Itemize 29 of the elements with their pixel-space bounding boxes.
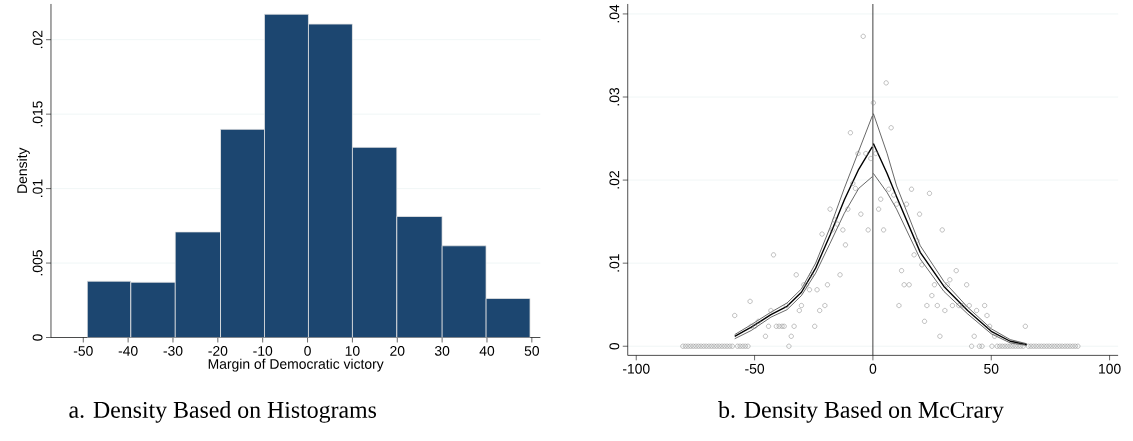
- x-tick-label: -40: [118, 346, 138, 356]
- x-tick-label: 50: [524, 346, 540, 356]
- x-tick-label: -100: [622, 363, 650, 374]
- x-tick-label: 20: [390, 346, 405, 356]
- text: a. Density Based on Histograms: [69, 401, 377, 423]
- text: b. Density Based on McCrary: [718, 401, 1004, 423]
- y-tick-label: 0: [32, 334, 43, 341]
- x-tick-label: 50: [984, 363, 999, 374]
- y-tick-label: .01: [609, 254, 620, 272]
- y-tick-label: .03: [609, 88, 620, 106]
- x-tick-label: -50: [73, 346, 93, 356]
- y-axis-title: Density: [16, 147, 30, 193]
- x-tick-label: 0: [869, 363, 877, 374]
- y-tick-label: .02: [32, 30, 43, 49]
- x-tick-label: 0: [304, 346, 311, 356]
- y-tick-label: .01: [32, 179, 43, 198]
- x-tick-label: -10: [253, 346, 273, 356]
- x-tick-label: -50: [745, 363, 765, 374]
- x-tick-label: 10: [345, 346, 360, 356]
- x-tick-label: -20: [208, 346, 228, 356]
- y-tick-label: .04: [609, 4, 620, 23]
- y-tick-label: .02: [609, 171, 620, 189]
- x-axis-title: Margin of Democratic victory: [208, 358, 384, 372]
- x-tick-label: 30: [434, 346, 450, 356]
- x-tick-label: 40: [479, 346, 495, 356]
- x-tick-label: -30: [163, 346, 183, 356]
- x-tick-label: 100: [1099, 363, 1121, 374]
- y-tick-label: .005: [32, 250, 43, 276]
- y-tick-label: .015: [32, 101, 43, 127]
